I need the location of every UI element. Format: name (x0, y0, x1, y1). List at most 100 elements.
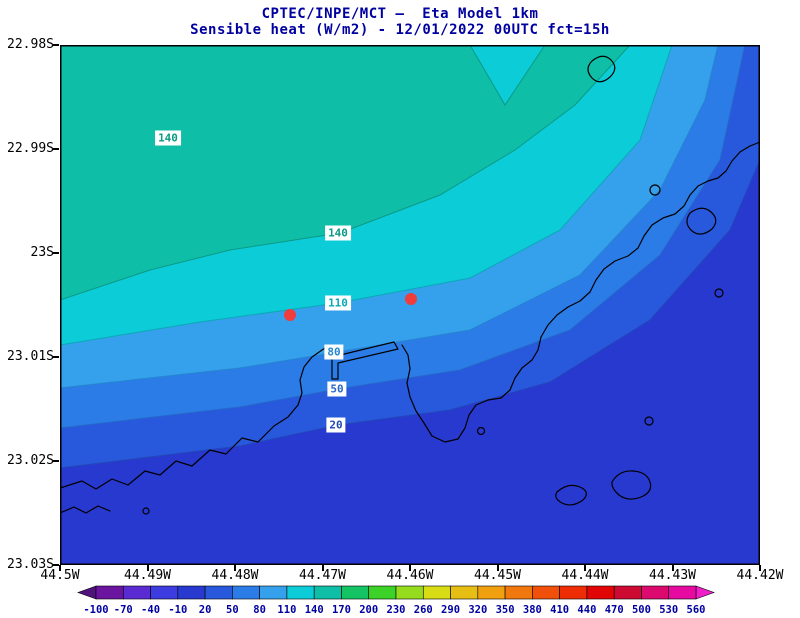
colorbar-tick-label: 350 (496, 604, 515, 616)
colorbar-segment (122, 585, 151, 600)
colorbar-segment (204, 585, 233, 600)
colorbar-segment (368, 585, 397, 600)
colorbar-tick-label: 110 (277, 604, 296, 616)
plot-border (60, 45, 760, 565)
x-axis-label: 44.47W (299, 568, 346, 583)
colorbar-tick-label: 530 (659, 604, 678, 616)
colorbar-tick-label: 20 (199, 604, 212, 616)
colorbar-segment (613, 585, 642, 600)
contour-band-notch (470, 45, 545, 105)
y-axis-label: 22.99S (7, 141, 54, 156)
x-axis-tick (496, 565, 499, 571)
colorbar-segment (504, 585, 533, 600)
contour-line-140b (469, 45, 546, 106)
x-axis-tick (321, 565, 324, 571)
colorbar-segment (477, 585, 506, 600)
colorbar-segment (259, 585, 288, 600)
contour-label: 20 (326, 417, 346, 433)
x-axis-label: 44.48W (211, 568, 259, 583)
colorbar-tick-label: 50 (226, 604, 239, 616)
coastline-east (401, 141, 760, 443)
island-outline (476, 426, 486, 436)
contour-label: 140 (325, 225, 351, 241)
coastline-southwest-detail (60, 505, 111, 514)
x-axis-tick (59, 565, 61, 571)
colorbar-tick-label: 290 (441, 604, 460, 616)
colorbar-segment (286, 585, 315, 600)
x-axis-label: 44.42W (736, 568, 784, 583)
colorbar-tick-label: 230 (387, 604, 406, 616)
y-axis-label: 22.98S (7, 37, 54, 52)
contour-label: 50 (327, 381, 347, 397)
chart-title-line2: Sensible heat (W/m2) - 12/01/2022 00UTC … (190, 22, 610, 38)
contour-line-20 (60, 159, 760, 469)
island-outline (587, 55, 616, 83)
x-axis-label: 44.5W (40, 568, 80, 583)
x-axis-tick (671, 565, 674, 571)
colorbar-segment (641, 585, 670, 600)
x-axis-label: 44.43W (649, 568, 696, 583)
contour-label: 140 (155, 130, 181, 146)
colorbar-tick-label: 560 (687, 604, 706, 616)
colorbar-right-arrow (695, 585, 715, 600)
x-axis-label: 44.49W (124, 568, 171, 583)
x-axis-label: 44.44W (561, 568, 609, 583)
contour-line-50 (60, 45, 746, 429)
colorbar-segment (341, 585, 370, 600)
colorbar-tick-label: 470 (605, 604, 624, 616)
y-axis-label: 23.01S (7, 349, 54, 364)
y-axis-tick (53, 356, 59, 358)
island-outline (714, 288, 724, 298)
contour-line-140 (60, 45, 631, 301)
station-marker (284, 309, 296, 321)
contour-label: 80 (324, 344, 344, 360)
colorbar: -100 -70 -40 -10 20 50 80 110 140 170 200 230 260 290… (77, 585, 715, 616)
colorbar-segment (95, 585, 124, 600)
colorbar-segment (559, 585, 588, 600)
station-marker (405, 293, 417, 305)
colorbar-segment (232, 585, 260, 600)
x-axis-tick (584, 565, 586, 571)
colorbar-segment (532, 585, 560, 600)
contour-label: 110 (325, 295, 351, 311)
colorbar-segment (586, 585, 615, 600)
map-canvas (60, 45, 760, 565)
y-axis-label: 23.03S (7, 557, 54, 572)
contour-line-110 (60, 45, 673, 346)
x-axis-tick (146, 565, 149, 571)
y-axis-tick (53, 44, 59, 46)
colorbar-segment (668, 585, 697, 600)
island-outline (644, 416, 654, 426)
contour-line-80 (60, 45, 719, 389)
colorbar-segment (450, 585, 479, 600)
x-axis-label: 44.46W (386, 568, 434, 583)
colorbar-tick-label: -10 (168, 604, 187, 616)
colorbar-tick-label: 140 (305, 604, 324, 616)
coastline-west (60, 344, 331, 490)
y-axis-tick (53, 252, 59, 254)
x-axis-label: 44.45W (474, 568, 521, 583)
colorbar-tick-label: -100 (83, 604, 108, 616)
y-axis-label: 23S (30, 245, 54, 260)
y-axis-tick (53, 460, 59, 462)
colorbar-tick-label: 380 (523, 604, 542, 616)
y-axis-tick (53, 564, 59, 566)
colorbar-tick-label: 260 (414, 604, 433, 616)
island-outline (649, 184, 661, 196)
colorbar-segment (422, 585, 451, 600)
colorbar-tick-label: -70 (114, 604, 133, 616)
colorbar-tick-label: 440 (577, 604, 596, 616)
colorbar-tick-label: 80 (253, 604, 266, 616)
contour-band-140-170 (60, 45, 630, 300)
colorbar-segment (177, 585, 206, 600)
y-axis-label: 23.02S (7, 453, 54, 468)
colorbar-tick-label: 410 (550, 604, 569, 616)
island-outline (611, 470, 652, 500)
x-axis-tick (234, 565, 236, 571)
colorbar-segment (313, 585, 342, 600)
colorbar-left-arrow (77, 585, 97, 600)
y-axis-tick (53, 148, 59, 150)
colorbar-tick-label: -40 (141, 604, 160, 616)
colorbar-tick-label: 200 (359, 604, 378, 616)
